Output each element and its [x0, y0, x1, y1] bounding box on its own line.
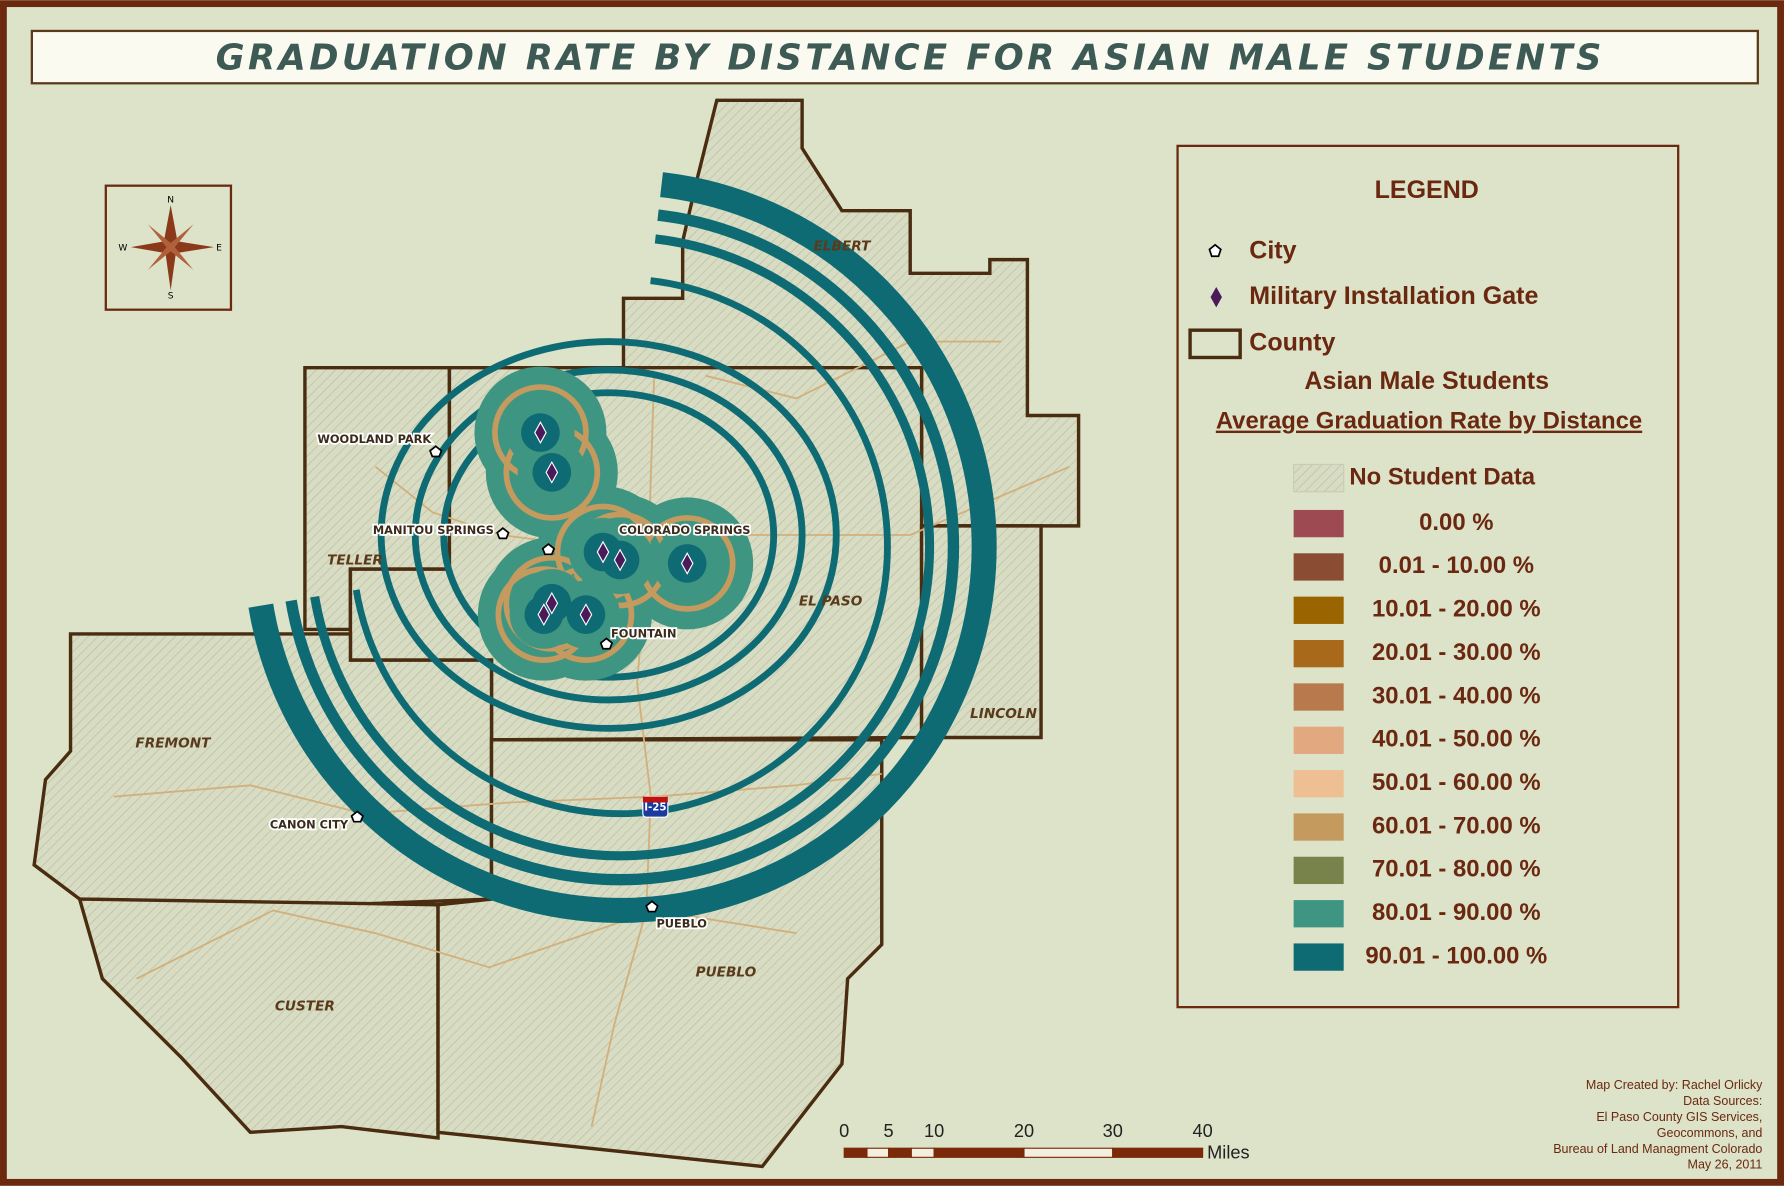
legend-label: 30.01 - 40.00 %	[1372, 682, 1541, 709]
legend-swatch	[1294, 640, 1344, 667]
scale-segment	[889, 1148, 912, 1157]
title: GRADUATION RATE BY DISTANCE FOR ASIAN MA…	[216, 37, 1605, 78]
city-label: FOUNTAIN	[611, 626, 677, 640]
county-label: EL PASO	[799, 594, 863, 610]
legend-label: 70.01 - 80.00 %	[1372, 856, 1541, 883]
legend-swatch	[1294, 464, 1344, 491]
legend-swatch	[1294, 597, 1344, 624]
credit-line: Data Sources:	[1683, 1094, 1762, 1108]
credit-line: Geocommons, and	[1657, 1126, 1763, 1140]
scale-segment	[1113, 1148, 1203, 1157]
legend-swatch	[1294, 553, 1344, 580]
legend-label: 20.01 - 30.00 %	[1372, 639, 1541, 666]
credit-line: Bureau of Land Managment Colorado	[1553, 1142, 1762, 1156]
legend-swatch	[1294, 857, 1344, 884]
legend-label: 40.01 - 50.00 %	[1372, 726, 1541, 753]
city-label: PUEBLO	[656, 917, 707, 931]
legend-symbol: Military Installation Gate	[1249, 282, 1538, 310]
scale-label: 5	[884, 1121, 894, 1141]
highway-shield: I-25	[643, 797, 668, 817]
legend-label: 80.01 - 90.00 %	[1372, 899, 1541, 926]
legend-symbol: City	[1249, 236, 1296, 264]
county-label: TELLER	[327, 553, 383, 569]
county-label: CUSTER	[275, 999, 335, 1015]
legend-symbol: County	[1249, 328, 1335, 356]
scale-label: 30	[1103, 1121, 1123, 1141]
legend-swatch	[1294, 943, 1344, 970]
legend-swatch	[1294, 813, 1344, 840]
scale-segment	[867, 1148, 889, 1157]
legend-label: No Student Data	[1349, 463, 1535, 490]
highway-label: I-25	[644, 802, 666, 813]
scale-label: 40	[1192, 1121, 1212, 1141]
legend-swatch	[1294, 510, 1344, 537]
scale-label: 20	[1014, 1121, 1034, 1141]
legend-swatch	[1294, 770, 1344, 797]
city-label: CANON CITY	[270, 818, 349, 832]
compass-s: S	[168, 291, 174, 301]
scale-segment	[1024, 1148, 1113, 1157]
legend-swatch	[1294, 900, 1344, 927]
credit-line: Map Created by: Rachel Orlicky	[1586, 1078, 1763, 1092]
scale-label: 0	[839, 1121, 849, 1141]
county-label: PUEBLO	[696, 964, 757, 980]
page: GRADUATION RATE BY DISTANCE FOR ASIAN MA…	[0, 0, 1784, 1186]
legend-subtitle: Asian Male Students	[1304, 367, 1549, 395]
compass-w: W	[118, 244, 127, 254]
legend-label: 0.00 %	[1419, 509, 1493, 536]
compass-n: N	[167, 196, 174, 206]
legend-label: 60.01 - 70.00 %	[1372, 812, 1541, 839]
scale-unit: Miles	[1207, 1142, 1249, 1162]
legend-label: 90.01 - 100.00 %	[1365, 942, 1547, 969]
county-label: ELBERT	[813, 239, 872, 255]
legend-swatch	[1294, 683, 1344, 710]
credit-line: May 26, 2011	[1688, 1158, 1763, 1172]
city-label: MANITOU SPRINGS	[373, 523, 494, 537]
legend-heading: Average Graduation Rate by Distance	[1216, 408, 1642, 435]
city-label: WOODLAND PARK	[317, 432, 432, 446]
credit-line: El Paso County GIS Services,	[1596, 1110, 1762, 1124]
scale-segment	[911, 1148, 934, 1157]
scale-label: 10	[924, 1121, 944, 1141]
county-label: LINCOLN	[970, 706, 1037, 722]
legend-swatch	[1294, 727, 1344, 754]
city-label: COLORADO SPRINGS	[619, 523, 751, 537]
map: GRADUATION RATE BY DISTANCE FOR ASIAN MA…	[0, 0, 1784, 1186]
legend-label: 50.01 - 60.00 %	[1372, 769, 1541, 796]
scale-segment	[844, 1148, 867, 1157]
legend-title: LEGEND	[1375, 176, 1479, 204]
legend-label: 0.01 - 10.00 %	[1379, 552, 1534, 579]
compass-e: E	[216, 244, 222, 254]
county-label: FREMONT	[135, 736, 212, 752]
scale-segment	[934, 1148, 1024, 1157]
legend-label: 10.01 - 20.00 %	[1372, 596, 1541, 623]
